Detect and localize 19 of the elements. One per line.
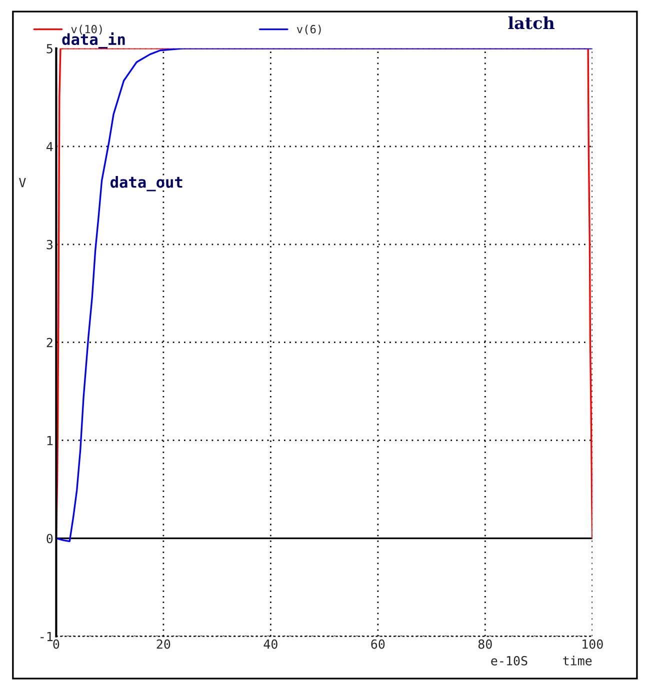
x-tick-label: 100: [582, 639, 603, 649]
annotation: data_out: [110, 176, 182, 192]
y-tick-label: 0: [46, 534, 53, 544]
x-tick-label: 80: [478, 639, 492, 649]
y-tick-label: 3: [46, 240, 52, 250]
y-tick-label: 5: [46, 44, 52, 54]
x-axis-title: time: [563, 656, 592, 666]
y-tick-label: 2: [46, 338, 52, 348]
text: e-10S: [491, 656, 528, 666]
x-tick-label: 60: [371, 639, 385, 649]
y-tick-label: -1: [40, 632, 53, 642]
x-tick-label: 40: [264, 639, 278, 649]
y-axis-title: V: [19, 178, 26, 188]
x-tick-label: 20: [156, 639, 170, 649]
legend-label: v(6): [296, 24, 321, 35]
y-tick-label: 1: [47, 436, 53, 446]
y-tick-label: 4: [46, 142, 53, 152]
x-tick-label: 0: [53, 639, 60, 649]
chart-title: latch: [508, 16, 554, 30]
